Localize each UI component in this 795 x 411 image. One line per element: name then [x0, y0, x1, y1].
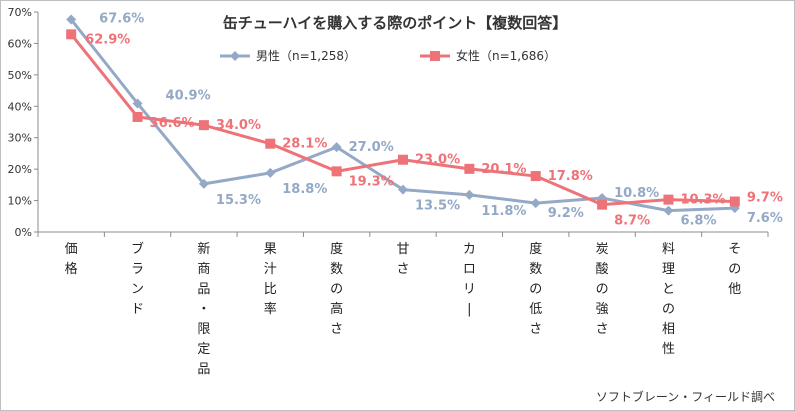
- data-label-female: 28.1%: [282, 137, 327, 152]
- data-label-female: 17.8%: [548, 169, 593, 184]
- data-label-female: 10.3%: [680, 193, 725, 208]
- x-tick-label: 新商品・限定品: [197, 241, 210, 377]
- point-female: [597, 199, 608, 210]
- point-male: [398, 184, 408, 195]
- legend-label: 男性（n=1,258）: [256, 49, 356, 63]
- legend: 男性（n=1,258） 女性（n=1,686）: [220, 48, 556, 63]
- point-male: [663, 205, 674, 216]
- data-label-male: 13.5%: [415, 199, 460, 214]
- point-male: [132, 98, 143, 109]
- data-label-male: 9.2%: [548, 206, 584, 221]
- point-female: [729, 196, 740, 207]
- point-female: [132, 111, 143, 122]
- data-label-female: 34.0%: [216, 118, 261, 133]
- y-tick-label: 60%: [8, 37, 32, 50]
- data-label-female: 36.6%: [150, 116, 195, 131]
- point-male: [66, 14, 77, 25]
- series-layer: [66, 14, 740, 216]
- data-label-male: 10.8%: [614, 186, 659, 201]
- legend-marker: [230, 51, 240, 61]
- legend-marker: [430, 51, 440, 61]
- data-label-male: 6.8%: [680, 214, 716, 229]
- axes: 0% 10% 20% 30% 40% 50% 60% 70% 価格 ブランド 新商品・限定品 果汁比率…: [8, 6, 769, 377]
- data-label-male: 11.8%: [481, 204, 526, 219]
- y-tick-label: 70%: [8, 6, 32, 19]
- point-female: [198, 120, 209, 131]
- data-label-male: 15.3%: [216, 193, 261, 208]
- x-tick-label: 炭酸の強さ: [596, 242, 609, 337]
- x-tick-label: 度数の低さ: [529, 241, 542, 337]
- point-male: [530, 198, 541, 209]
- data-label-female: 23.0%: [415, 153, 460, 168]
- legend-label: 女性（n=1,686）: [456, 48, 556, 63]
- point-female: [66, 29, 77, 40]
- point-male: [265, 167, 276, 178]
- data-label-female: 9.7%: [747, 191, 783, 206]
- point-female: [265, 138, 276, 149]
- data-label-male: 7.6%: [747, 211, 783, 226]
- point-female: [331, 166, 342, 177]
- x-tick-label: 価格: [65, 242, 78, 277]
- data-label-female: 62.9%: [85, 32, 130, 47]
- point-female: [663, 194, 674, 205]
- y-tick-label: 50%: [8, 69, 32, 82]
- data-label-male: 67.6%: [99, 12, 144, 27]
- y-tick-label: 0%: [15, 226, 32, 239]
- data-label-male: 40.9%: [166, 88, 211, 103]
- x-tick-label: その他: [728, 242, 741, 297]
- data-label-male: 18.8%: [282, 182, 327, 197]
- y-tick-label: 20%: [8, 163, 32, 176]
- point-male: [198, 178, 209, 189]
- x-tick-label: ブランド: [131, 241, 144, 317]
- point-female: [398, 154, 408, 165]
- chart-title: 缶チューハイを購入する際のポイント【複数回答】: [223, 14, 567, 32]
- y-tick-label: 10%: [8, 195, 32, 208]
- x-tick-label: カロリ|: [463, 242, 476, 317]
- data-labels: 67.6% 40.9% 15.3% 18.8% 27.0% 13.5% 11.8% 9.2% 1…: [85, 12, 783, 229]
- x-tick-label: 料理との相性: [662, 242, 675, 357]
- data-label-female: 8.7%: [614, 214, 650, 229]
- x-tick-label: 度数の高さ: [330, 241, 343, 337]
- source-note: ソフトブレーン・フィールド調べ: [596, 389, 775, 404]
- data-label-female: 19.3%: [349, 174, 394, 189]
- point-male: [331, 142, 342, 153]
- point-male: [464, 189, 475, 200]
- point-female: [530, 171, 541, 182]
- x-tick-label: 甘さ: [396, 242, 409, 277]
- data-label-female: 20.1%: [481, 162, 526, 177]
- data-label-male: 27.0%: [349, 140, 394, 155]
- point-female: [464, 163, 475, 174]
- y-tick-label: 40%: [8, 100, 32, 113]
- x-tick-label: 果汁比率: [264, 242, 277, 317]
- y-tick-label: 30%: [8, 132, 32, 145]
